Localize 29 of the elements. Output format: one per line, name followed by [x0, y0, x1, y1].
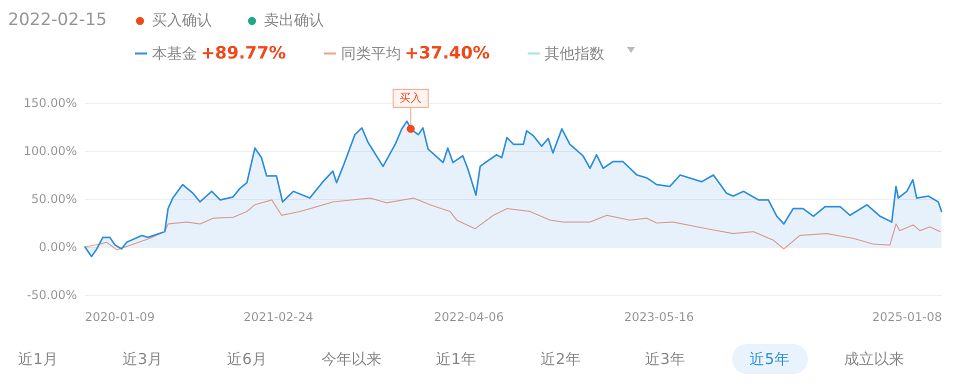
text: 2022-02-15 — [8, 10, 107, 30]
x-tick-label: 2021-02-24 — [243, 310, 314, 324]
text: 近1年 — [435, 349, 477, 370]
line-series — [84, 197, 941, 250]
annotation: 买入 — [400, 91, 422, 104]
y-tick-label: 100.00% — [24, 144, 77, 158]
x-tick-label: 2023-05-16 — [624, 310, 694, 324]
text: +37.40% — [404, 44, 490, 64]
text: 近1月 — [17, 349, 59, 370]
text: 近6月 — [226, 349, 268, 370]
legend-label: 同类平均 — [340, 44, 401, 62]
text: 近3月 — [122, 349, 164, 370]
y-tick-label: 50.00% — [31, 192, 77, 206]
text: 近3年 — [644, 349, 686, 370]
text: +89.77% — [200, 44, 286, 64]
selected-period-button[interactable]: 近5年 — [732, 344, 808, 374]
legend-label: 本基金 — [152, 44, 197, 62]
y-tick-label: -50.00% — [26, 288, 77, 302]
y-tick-label: 0.00% — [38, 240, 77, 254]
legend-label: 其他指数 — [544, 44, 605, 62]
text: 成立以来 — [843, 349, 905, 370]
text: 卖出确认 — [263, 11, 324, 30]
text: 买入确认 — [151, 11, 212, 30]
x-tick-label: 2025-01-08 — [872, 310, 942, 324]
text: 今年以来 — [320, 349, 382, 370]
y-tick-label: 150.00% — [24, 96, 77, 110]
x-tick-label: 2022-04-06 — [434, 310, 504, 324]
text: 近2年 — [540, 349, 582, 370]
x-tick-label: 2020-01-09 — [85, 310, 155, 324]
